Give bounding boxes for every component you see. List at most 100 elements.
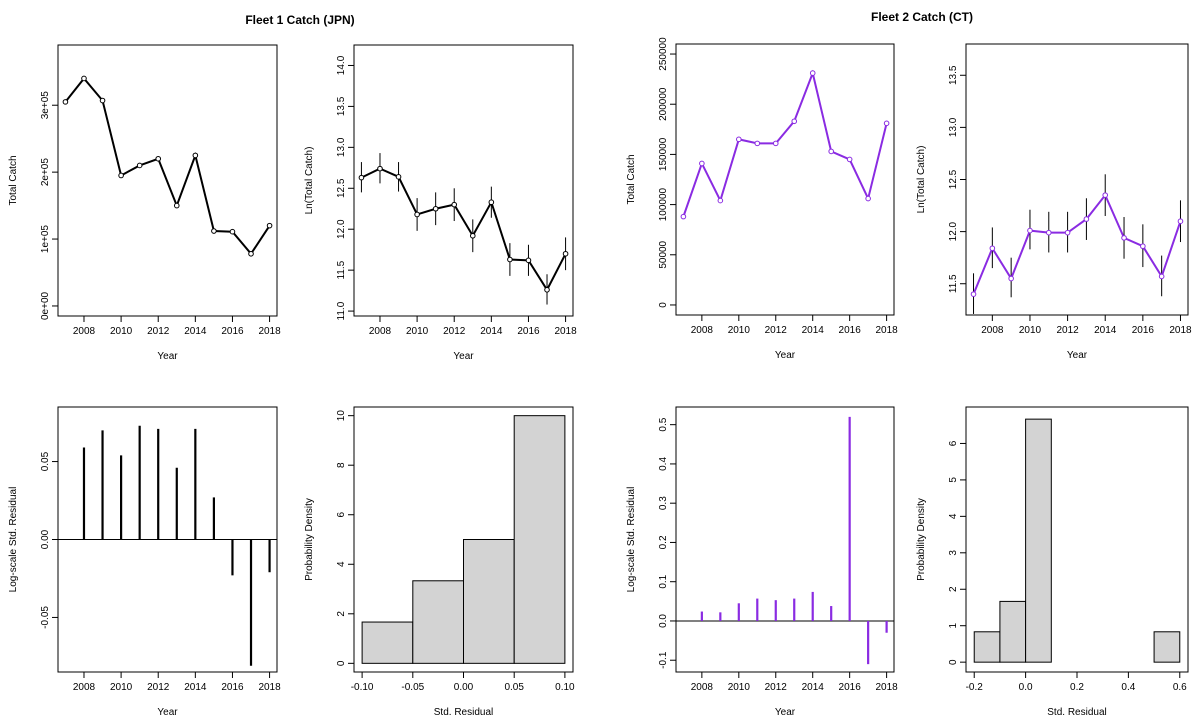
data-point — [1121, 235, 1127, 241]
y-tick-label: -0.1 — [658, 651, 669, 669]
data-point — [432, 205, 439, 212]
y-axis-label: Total Catch — [626, 154, 637, 204]
series-line — [360, 167, 567, 292]
y-tick-label: 2e+05 — [40, 158, 51, 187]
data-point — [507, 256, 513, 263]
y-axis-label: Probability Density — [304, 498, 315, 581]
series-line — [682, 69, 888, 217]
chart-panel-f1-resid: 2008 2010 2012 2014 2016 2018 -0.05 0.00 0.05 Yea… — [8, 406, 281, 718]
x-tick-label: 2008 — [73, 326, 96, 337]
data-point — [229, 228, 236, 235]
data-point — [192, 152, 199, 159]
x-tick-label: 0.2 — [1070, 682, 1084, 693]
data-point — [1064, 229, 1071, 236]
data-point — [699, 160, 705, 167]
y-tick-label: 6 — [336, 512, 347, 518]
y-tick-label: 14.0 — [336, 55, 347, 75]
y-tick-label: 1e+05 — [40, 225, 51, 254]
data-point — [488, 199, 495, 205]
x-tick-label: 2010 — [1019, 325, 1042, 336]
x-tick-label: 2012 — [147, 682, 170, 693]
y-tick-label: 13.0 — [948, 117, 959, 137]
y-tick-label: 0 — [336, 660, 347, 666]
histogram-bar — [999, 600, 1027, 663]
x-axis-label: Year — [1067, 350, 1088, 361]
y-tick-label: 12.5 — [948, 169, 959, 189]
chart-panel-f1-hist: -0.10 -0.05 0.00 0.05 0.10 0 2 4 6 8 10 Std. Residu… — [304, 406, 575, 718]
y-tick-label: 4 — [336, 561, 347, 567]
y-tick-label: 11.5 — [948, 274, 959, 293]
data-point — [377, 165, 383, 172]
x-tick-label: 2018 — [1169, 325, 1192, 336]
x-axis-label: Std. Residual — [1047, 707, 1106, 718]
data-point — [62, 99, 69, 105]
x-axis-label: Year — [157, 351, 178, 362]
x-tick-label: 2010 — [728, 325, 751, 336]
histogram-bar — [361, 621, 414, 664]
x-tick-label: 2008 — [369, 326, 392, 337]
x-tick-label: 0.4 — [1121, 682, 1135, 693]
x-tick-label: 2008 — [691, 325, 714, 336]
histogram-bar — [973, 631, 1001, 663]
y-tick-label: 100000 — [658, 187, 669, 221]
y-tick-label: 250000 — [658, 37, 669, 71]
y-tick-label: 13.5 — [336, 96, 347, 116]
y-tick-label: 0.1 — [658, 574, 669, 588]
y-axis-label: Total Catch — [8, 155, 19, 205]
data-point — [451, 201, 458, 208]
y-axis-label: Ln(Total Catch) — [916, 146, 927, 214]
y-tick-label: 3 — [948, 550, 959, 556]
data-point — [1140, 243, 1146, 250]
y-tick-label: 0.05 — [40, 451, 51, 471]
y-tick-label: 5 — [948, 477, 959, 483]
x-tick-label: 2016 — [221, 326, 244, 337]
x-tick-label: 2018 — [258, 682, 281, 693]
data-point — [809, 70, 816, 76]
data-point — [1027, 227, 1033, 234]
data-point — [846, 156, 853, 163]
x-tick-label: 2014 — [184, 682, 207, 693]
x-tick-label: 2014 — [480, 326, 503, 337]
x-tick-label: -0.10 — [351, 682, 374, 693]
x-tick-label: -0.05 — [401, 682, 424, 693]
data-point — [970, 291, 977, 297]
x-tick-label: 2018 — [554, 326, 577, 337]
data-point — [791, 118, 798, 125]
plot-frame — [965, 43, 1189, 316]
y-tick-label: 200000 — [658, 87, 669, 121]
histogram-bar — [412, 580, 464, 664]
x-axis-label: Std. Residual — [434, 707, 493, 718]
x-tick-label: 2008 — [73, 682, 96, 693]
x-tick-label: 0.6 — [1173, 682, 1187, 693]
data-point — [248, 250, 254, 257]
histogram-bar — [463, 539, 515, 664]
x-tick-label: 2010 — [728, 682, 751, 693]
x-tick-label: 2018 — [875, 325, 898, 336]
y-tick-label: 0 — [948, 659, 959, 665]
data-point — [828, 148, 834, 155]
y-tick-label: 0e+00 — [40, 291, 51, 320]
x-tick-label: 2012 — [147, 326, 170, 337]
y-axis-label: Log-scale Std. Residual — [8, 487, 19, 593]
x-tick-label: 2012 — [443, 326, 466, 337]
data-point — [211, 228, 217, 234]
x-tick-label: 2014 — [802, 325, 825, 336]
data-point — [736, 136, 742, 143]
y-tick-label: 4 — [948, 513, 959, 519]
y-tick-label: 13.5 — [948, 65, 959, 85]
data-point — [1158, 273, 1165, 280]
y-tick-label: 0.4 — [658, 457, 669, 471]
data-point — [1045, 229, 1052, 236]
plot-frame — [57, 44, 278, 317]
x-tick-label: 0.00 — [454, 682, 474, 693]
x-tick-label: 2012 — [765, 325, 788, 336]
y-tick-label: -0.05 — [40, 606, 51, 629]
x-tick-label: 0.0 — [1019, 682, 1033, 693]
x-tick-label: 2016 — [839, 325, 862, 336]
chart-panel-f1-log: 2008 2010 2012 2014 2016 2018 11.0 11.5 12.0 12.5… — [304, 44, 577, 362]
data-point — [118, 172, 124, 179]
y-tick-label: 0.2 — [658, 535, 669, 549]
plot-frame — [675, 406, 895, 673]
data-point — [1102, 192, 1109, 198]
x-tick-label: 2014 — [1094, 325, 1117, 336]
